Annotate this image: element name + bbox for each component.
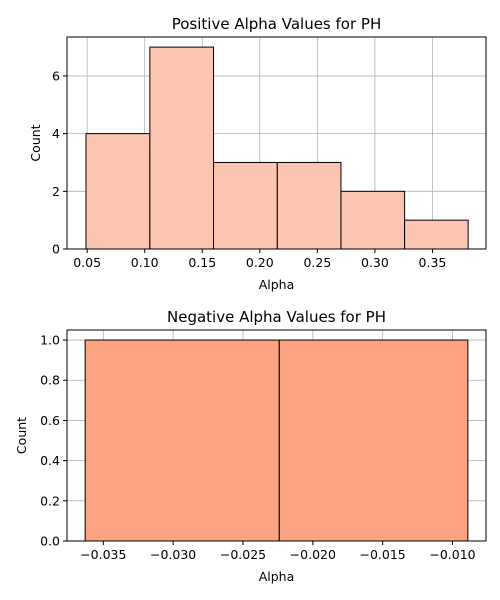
- y-tick-label: 0: [52, 242, 60, 257]
- y-tick-label: 6: [52, 68, 60, 83]
- y-tick-label: 0.6: [40, 413, 60, 428]
- x-tick-label: 0.15: [188, 255, 216, 270]
- y-axis-label: Count: [14, 417, 29, 454]
- x-tick-label: −0.010: [429, 547, 475, 562]
- x-axis-label: Alpha: [259, 569, 295, 584]
- axes-frame: [66, 329, 487, 542]
- y-tick-label: 0.8: [40, 373, 60, 388]
- chart-title: Negative Alpha Values for PH: [167, 308, 386, 326]
- histogram-bar: [85, 133, 151, 250]
- x-tick-label: 0.05: [73, 255, 101, 270]
- x-tick-label: −0.025: [220, 547, 266, 562]
- y-tick-label: 0.2: [40, 493, 60, 508]
- histogram-bar: [149, 46, 215, 250]
- histogram-bar: [213, 161, 278, 250]
- histogram-bar: [84, 339, 280, 542]
- x-axis-label: Alpha: [259, 277, 295, 292]
- x-tick-label: −0.035: [80, 547, 126, 562]
- histogram-bar: [278, 339, 469, 542]
- x-tick-label: 0.35: [419, 255, 447, 270]
- y-tick-label: 0.0: [40, 534, 60, 549]
- top-histogram: 0.05 0.10 0.15 0.20 0.25 0.30 0.35 0 2 4 6 Positive…: [28, 15, 487, 292]
- y-tick-label: 4: [52, 126, 60, 141]
- y-tick-label: 2: [52, 184, 60, 199]
- histogram-bar: [340, 190, 406, 250]
- histogram-bar: [404, 219, 469, 250]
- histogram-bar: [276, 161, 342, 250]
- y-tick-label: 1.0: [40, 333, 60, 348]
- x-tick-label: 0.30: [361, 255, 389, 270]
- y-tick-label: 0.4: [40, 453, 60, 468]
- y-axis-label: Count: [28, 124, 43, 161]
- x-tick-label: −0.020: [290, 547, 336, 562]
- bottom-histogram: −0.035 −0.030 −0.025 −0.020 −0.015 −0.010 0.0 0…: [14, 308, 487, 584]
- axes-frame: [66, 36, 487, 250]
- x-tick-label: 0.20: [246, 255, 274, 270]
- chart-title: Positive Alpha Values for PH: [172, 15, 382, 33]
- x-tick-label: 0.10: [131, 255, 159, 270]
- x-tick-label: −0.030: [150, 547, 196, 562]
- x-tick-label: 0.25: [303, 255, 331, 270]
- x-tick-label: −0.015: [360, 547, 406, 562]
